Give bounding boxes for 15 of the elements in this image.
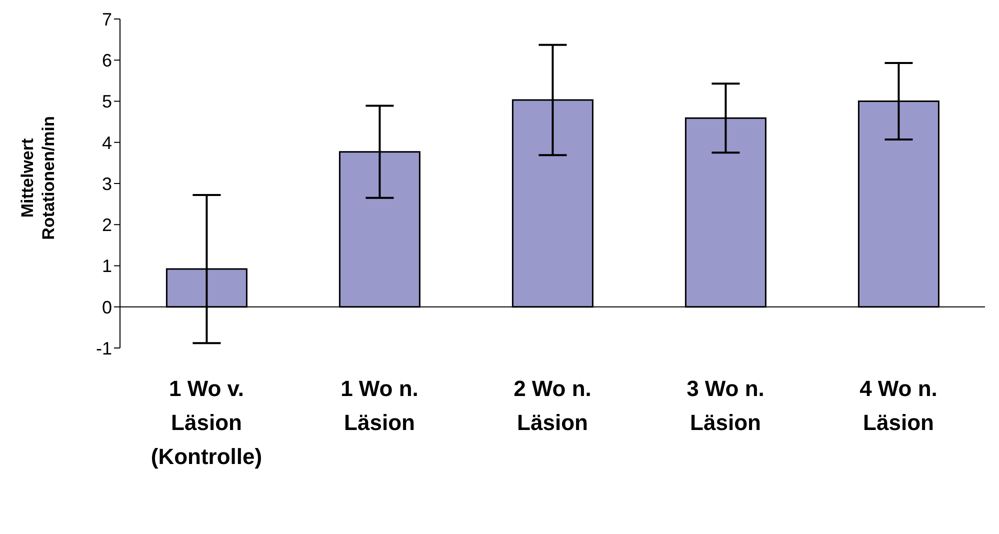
y-tick-label: 5 — [102, 92, 112, 112]
x-tick-label: 2 Wo n. Läsion — [514, 376, 592, 435]
x-tick-label: 4 Wo n. Läsion — [860, 376, 938, 435]
y-tick-label: 1 — [102, 256, 112, 276]
x-tick-label: 3 Wo n. Läsion — [686, 376, 764, 435]
y-tick-label: 3 — [102, 174, 112, 194]
y-tick-label: 0 — [102, 297, 112, 318]
y-tick-label: 2 — [102, 215, 112, 236]
y-tick-label: 6 — [102, 50, 112, 71]
x-tick-label: 1 Wo n. Läsion — [340, 376, 418, 435]
y-tick-label: 4 — [102, 132, 112, 153]
y-tick-label: -1 — [96, 338, 112, 358]
y-tick-label: 7 — [102, 9, 112, 30]
y-axis-title: Mittelwert Rotationen/min — [18, 116, 58, 240]
x-tick-label: 1 Wo v. Läsion (Kontrolle) — [150, 376, 262, 469]
